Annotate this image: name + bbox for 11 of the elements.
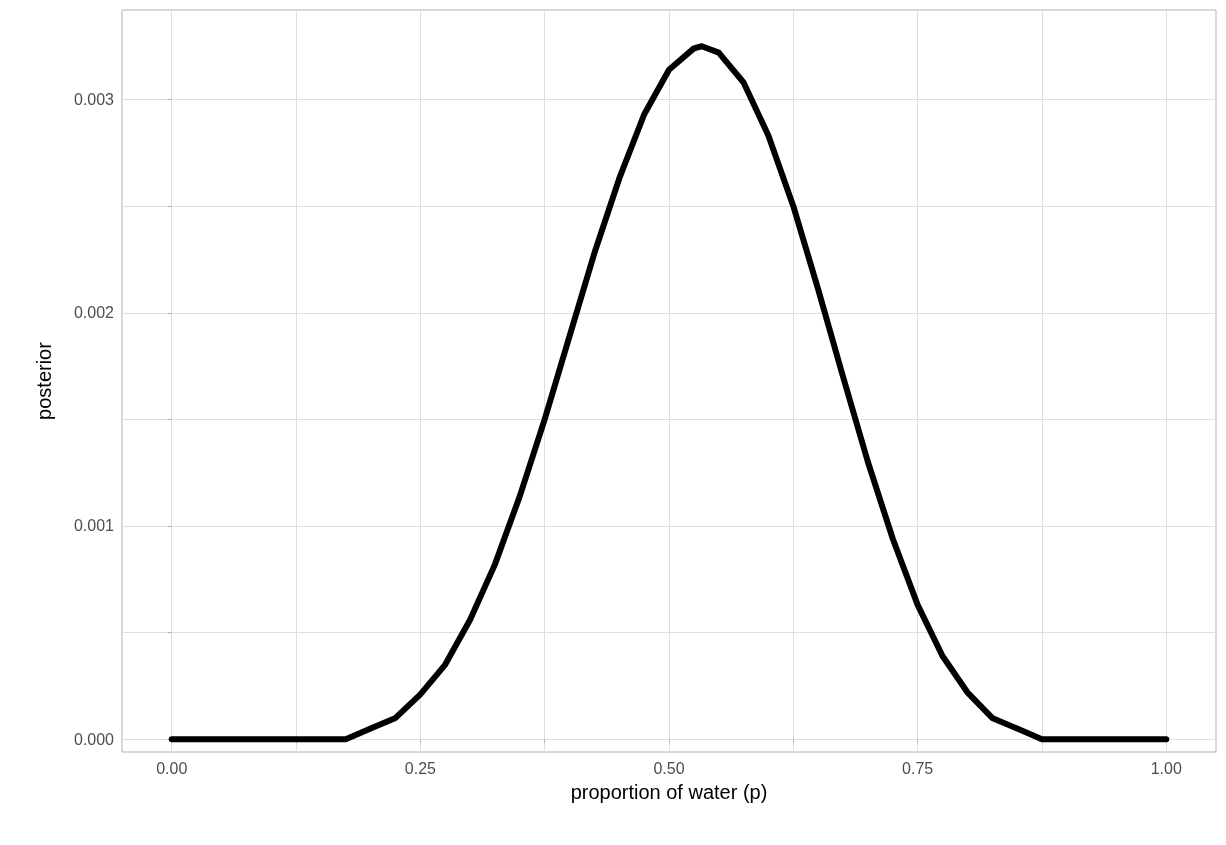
y-tick-label: 0.001 [73,517,115,535]
x-axis-title: proportion of water (p) [570,781,768,803]
x-tick-label: 0.25 [404,759,437,777]
y-axis-title: posterior [33,341,55,420]
x-tick-label: 1.00 [1150,759,1182,777]
y-tick-label: 0.000 [73,730,115,748]
y-tick-label: 0.003 [73,91,115,109]
y-tick-label: 0.002 [73,304,115,322]
x-tick-label: 0.75 [902,759,934,777]
x-tick-label: 0.50 [653,759,685,777]
x-tick-label: 0.00 [156,759,188,777]
